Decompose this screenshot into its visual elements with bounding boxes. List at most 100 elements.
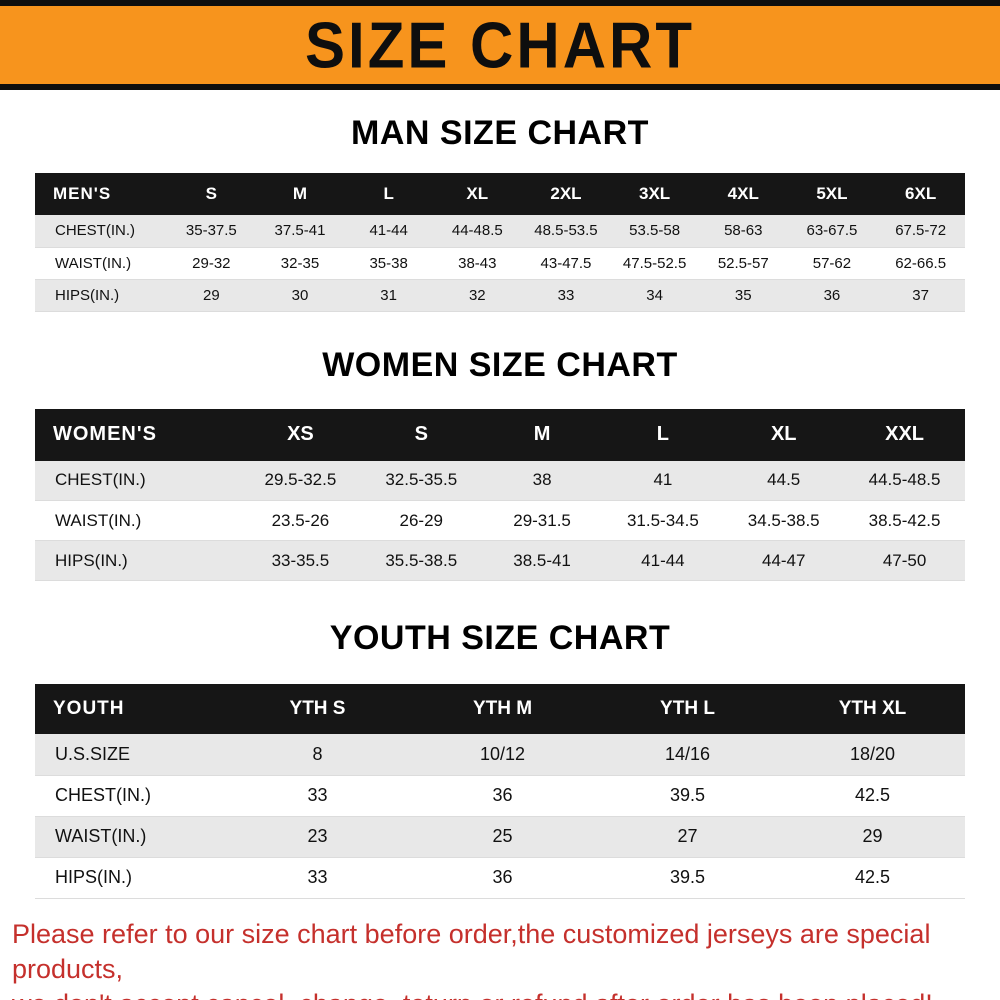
size-value: 23: [225, 816, 410, 858]
size-value: 32-35: [255, 247, 345, 280]
column-header: 5XL: [787, 173, 877, 215]
size-value: 38: [481, 460, 603, 501]
column-header: 6XL: [876, 173, 965, 215]
column-header: XS: [240, 408, 361, 461]
table-row: HIPS(IN.) 33 36 39.5 42.5: [35, 857, 965, 899]
size-value: 41: [602, 460, 724, 501]
size-value: 41-44: [602, 540, 724, 581]
size-value: 47.5-52.5: [610, 247, 699, 280]
size-value: 38-43: [432, 247, 522, 280]
size-value: 35-37.5: [167, 215, 256, 248]
column-header: 3XL: [610, 173, 699, 215]
size-value: 47-50: [844, 540, 965, 581]
size-value: 44.5-48.5: [844, 460, 965, 501]
column-header: XL: [723, 408, 845, 461]
footer-note-line-2: we don't accept cancel, change, teturn o…: [12, 987, 988, 1000]
youth-size-section: YOUTH SIZE CHART YOUTH YTH S YTH M YTH L YTH…: [0, 619, 1000, 899]
size-value: 39.5: [595, 857, 780, 899]
size-value: 27: [595, 816, 780, 858]
size-value: 44-47: [723, 540, 845, 581]
footer-note-line-1: Please refer to our size chart before or…: [12, 918, 931, 984]
youth-chart-heading: YOUTH SIZE CHART: [329, 619, 671, 657]
size-value: 53.5-58: [610, 215, 699, 248]
column-header: S: [360, 408, 482, 461]
size-table: WOMEN'S XS S M L XL XXL CHEST(IN.) 29.5-32.5 32.5…: [35, 408, 965, 581]
column-header: YTH XL: [780, 684, 965, 734]
size-value: 29-31.5: [481, 500, 603, 541]
women-size-table: WOMEN'S XS S M L XL XXL CHEST(IN.) 29.5-32.5 32.5…: [35, 408, 965, 581]
size-value: 31: [344, 279, 433, 312]
size-value: 23.5-26: [240, 500, 361, 541]
size-value: 34.5-38.5: [723, 500, 845, 541]
column-header: M: [255, 173, 345, 215]
size-value: 33: [225, 775, 410, 817]
row-label: CHEST(IN.): [35, 775, 225, 817]
row-label: HIPS(IN.): [35, 540, 240, 581]
size-value: 39.5: [595, 775, 780, 817]
youth-size-table: YOUTH YTH S YTH M YTH L YTH XL U.S.SIZE 8 10/12…: [35, 684, 965, 899]
size-value: 33: [521, 279, 611, 312]
men-chart-heading: MAN SIZE CHART: [351, 114, 649, 152]
size-value: 58-63: [698, 215, 788, 248]
size-value: 41-44: [344, 215, 433, 248]
size-value: 62-66.5: [876, 247, 965, 280]
column-header: S: [167, 173, 256, 215]
table-header-label: YOUTH: [35, 684, 225, 734]
column-header: XL: [432, 173, 522, 215]
size-value: 44.5: [723, 460, 845, 501]
column-header: 2XL: [521, 173, 611, 215]
size-value: 43-47.5: [521, 247, 611, 280]
size-table: MEN'S S M L XL 2XL 3XL 4XL 5XL 6XL CHEST(IN.) 35-37…: [35, 173, 965, 312]
size-value: 33: [225, 857, 410, 899]
women-size-section: WOMEN SIZE CHART WOMEN'S XS S M L XL XXL CHEST(…: [0, 346, 1000, 581]
size-value: 14/16: [595, 734, 780, 776]
size-value: 29-32: [167, 247, 256, 280]
size-value: 18/20: [780, 734, 965, 776]
size-value: 48.5-53.5: [521, 215, 611, 248]
column-header: YTH L: [595, 684, 780, 734]
size-value: 67.5-72: [876, 215, 965, 248]
row-label: WAIST(IN.): [35, 816, 225, 858]
row-label: CHEST(IN.): [35, 460, 240, 501]
size-value: 26-29: [360, 500, 482, 541]
table-row: HIPS(IN.) 33-35.5 35.5-38.5 38.5-41 41-44 44-…: [35, 540, 965, 581]
size-value: 29: [780, 816, 965, 858]
column-header: YTH S: [225, 684, 410, 734]
title-banner: SIZE CHART: [0, 0, 1000, 90]
column-header: XXL: [844, 408, 965, 461]
table-row: WAIST(IN.) 23 25 27 29: [35, 816, 965, 858]
column-header: M: [481, 408, 603, 461]
row-label: WAIST(IN.): [35, 247, 167, 280]
table-row: WAIST(IN.) 29-32 32-35 35-38 38-43 43-47.5 47.…: [35, 247, 965, 280]
men-size-table: MEN'S S M L XL 2XL 3XL 4XL 5XL 6XL CHEST(IN.) 35-37…: [35, 173, 965, 312]
column-header: 4XL: [698, 173, 788, 215]
table-row: CHEST(IN.) 33 36 39.5 42.5: [35, 775, 965, 817]
row-label: U.S.SIZE: [35, 734, 225, 776]
size-value: 37.5-41: [255, 215, 345, 248]
size-value: 63-67.5: [787, 215, 877, 248]
size-value: 36: [410, 857, 595, 899]
size-value: 37: [876, 279, 965, 312]
size-value: 38.5-42.5: [844, 500, 965, 541]
row-label: WAIST(IN.): [35, 500, 240, 541]
column-header: YTH M: [410, 684, 595, 734]
size-value: 32.5-35.5: [360, 460, 482, 501]
table-row: HIPS(IN.) 29 30 31 32 33 34 35 36 37: [35, 279, 965, 312]
size-value: 35.5-38.5: [360, 540, 482, 581]
size-value: 57-62: [787, 247, 877, 280]
column-header: L: [344, 173, 433, 215]
size-value: 42.5: [780, 775, 965, 817]
table-row: U.S.SIZE 8 10/12 14/16 18/20: [35, 734, 965, 776]
size-value: 36: [410, 775, 595, 817]
men-size-section: MAN SIZE CHART MEN'S S M L XL 2XL 3XL 4XL 5XL 6XL…: [0, 114, 1000, 312]
size-value: 10/12: [410, 734, 595, 776]
row-label: HIPS(IN.): [35, 279, 167, 312]
size-value: 29.5-32.5: [240, 460, 361, 501]
table-header-label: WOMEN'S: [35, 408, 240, 461]
size-value: 33-35.5: [240, 540, 361, 581]
size-value: 35: [698, 279, 788, 312]
table-row: WAIST(IN.) 23.5-26 26-29 29-31.5 31.5-34.5 34…: [35, 500, 965, 541]
table-header-label: MEN'S: [35, 173, 167, 215]
size-value: 29: [167, 279, 256, 312]
